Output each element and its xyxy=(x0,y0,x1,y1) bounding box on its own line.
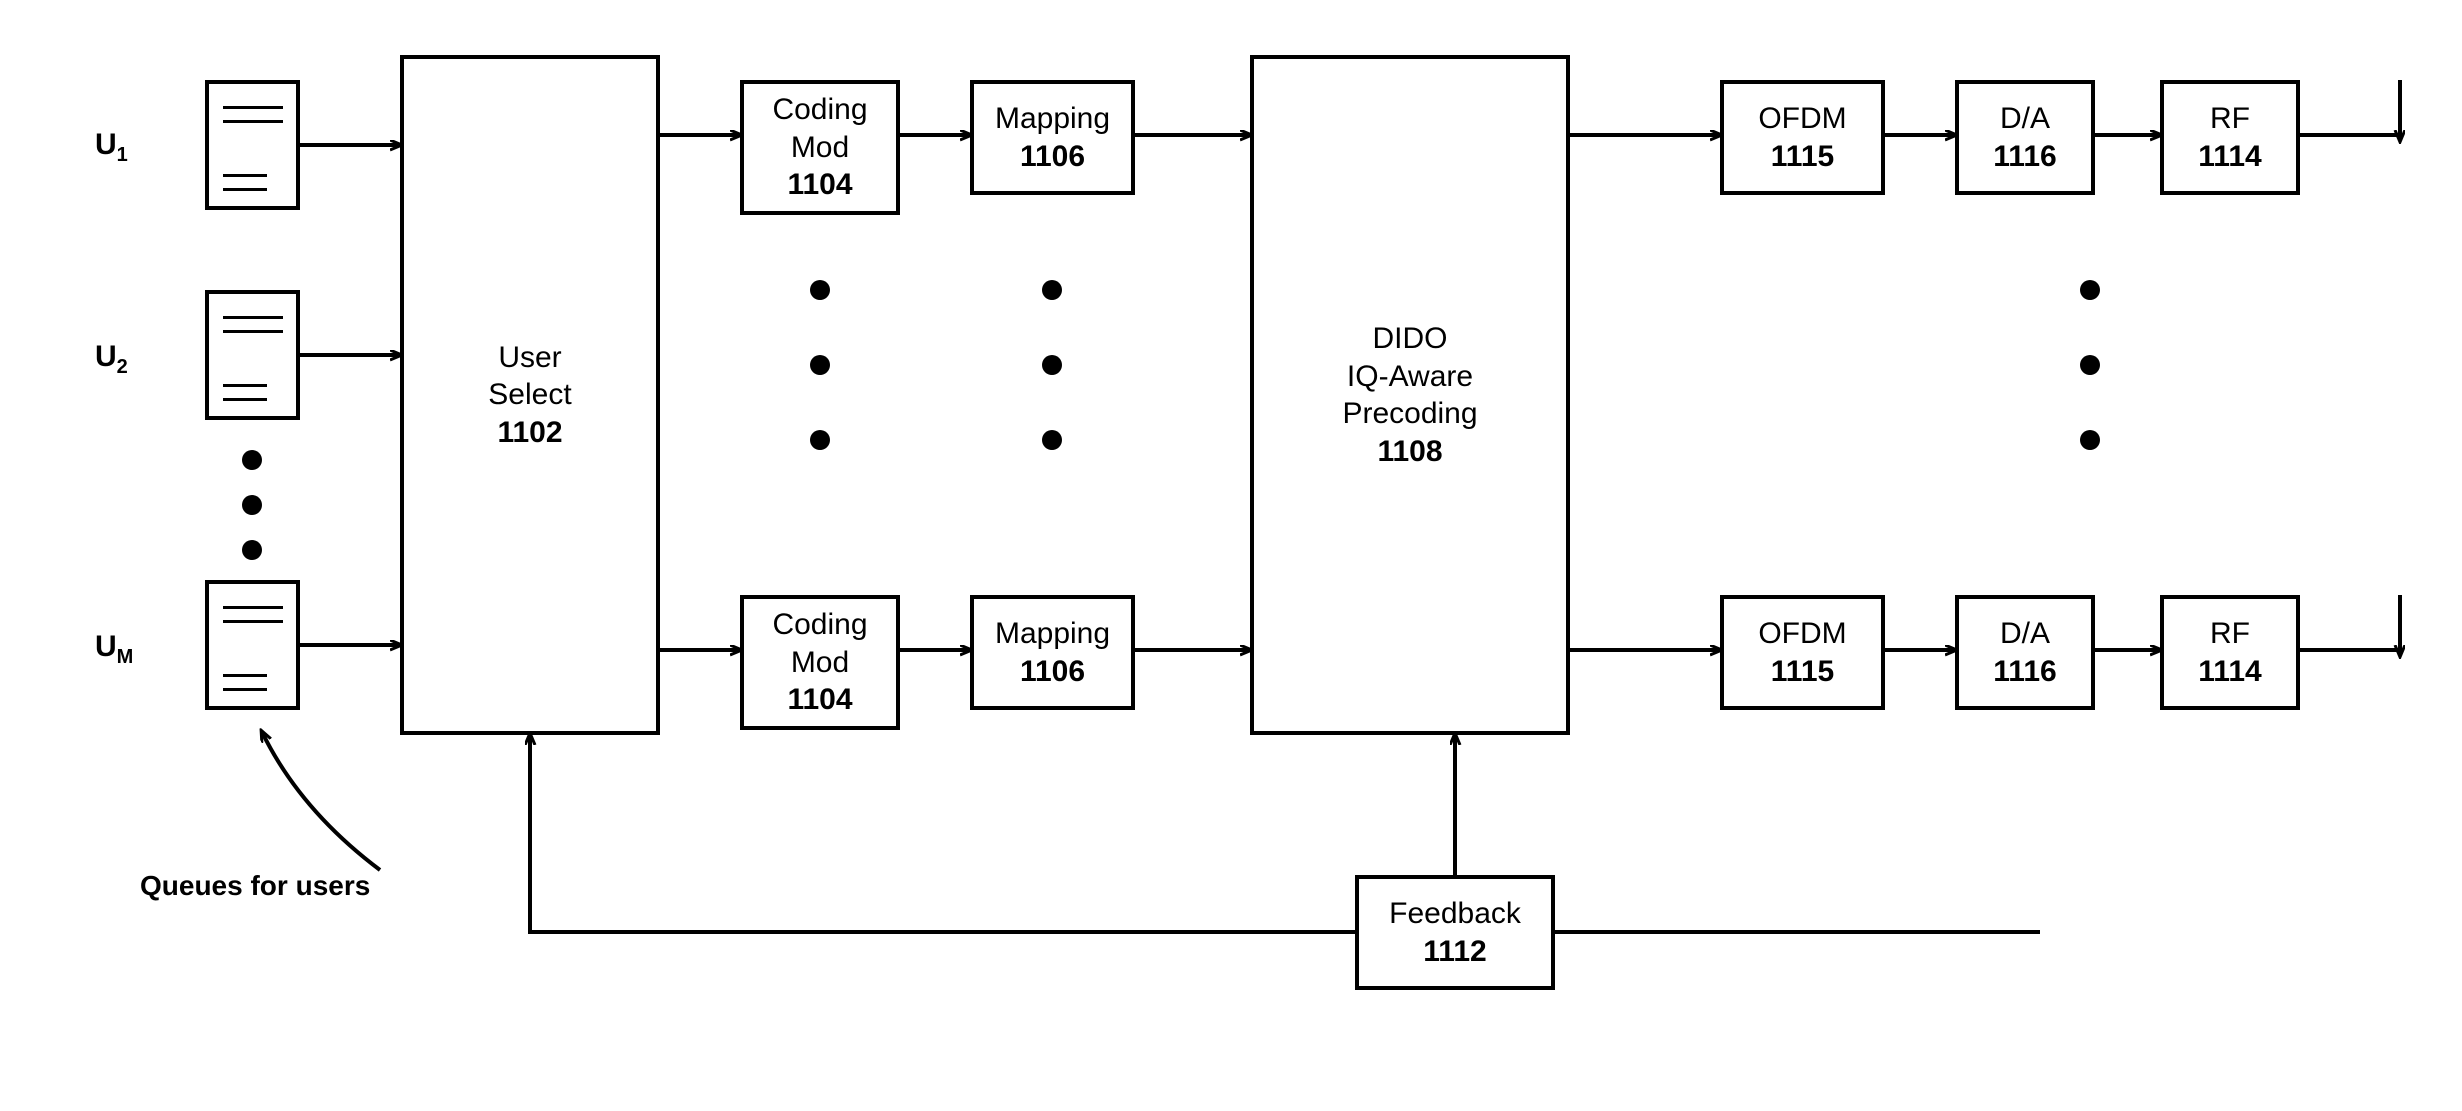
block-title: D/A xyxy=(2000,100,2050,138)
queues-caption: Queues for users xyxy=(140,870,370,902)
block-dido: DIDO IQ-Aware Precoding1108 xyxy=(1250,55,1570,735)
queue-inner-line xyxy=(223,606,283,609)
queue-inner-line xyxy=(223,330,283,333)
ellipsis-dot xyxy=(2080,355,2100,375)
queue-0 xyxy=(205,80,300,210)
block-title: User Select xyxy=(488,339,571,414)
ellipsis-dot xyxy=(810,280,830,300)
queue-inner-line xyxy=(223,174,267,177)
block-mapping_top: Mapping1106 xyxy=(970,80,1135,195)
block-title: Feedback xyxy=(1389,895,1521,933)
queue-inner-line xyxy=(223,106,283,109)
block-title: RF xyxy=(2210,100,2250,138)
connector-path xyxy=(530,735,1355,932)
ellipsis-dot xyxy=(1042,280,1062,300)
ellipsis-dot xyxy=(2080,280,2100,300)
ellipsis-dot xyxy=(2080,430,2100,450)
ellipsis-dot xyxy=(810,430,830,450)
block-number: 1112 xyxy=(1423,933,1486,971)
queue-inner-line xyxy=(223,384,267,387)
user-label-sub: M xyxy=(117,646,134,668)
block-number: 1102 xyxy=(497,414,562,452)
ellipsis-dot xyxy=(242,495,262,515)
block-title: Coding Mod xyxy=(772,91,867,166)
block-number: 1108 xyxy=(1377,433,1442,471)
block-user_select: User Select1102 xyxy=(400,55,660,735)
block-title: Coding Mod xyxy=(772,606,867,681)
block-coding_bot: Coding Mod1104 xyxy=(740,595,900,730)
block-rf_top: RF1114 xyxy=(2160,80,2300,195)
user-label-1: U2 xyxy=(95,340,128,379)
ellipsis-dot xyxy=(1042,355,1062,375)
block-number: 1106 xyxy=(1020,653,1085,691)
block-number: 1114 xyxy=(2198,653,2261,691)
queue-1 xyxy=(205,290,300,420)
block-rf_bot: RF1114 xyxy=(2160,595,2300,710)
block-coding_top: Coding Mod1104 xyxy=(740,80,900,215)
block-ofdm_top: OFDM1115 xyxy=(1720,80,1885,195)
block-mapping_bot: Mapping1106 xyxy=(970,595,1135,710)
ellipsis-dot xyxy=(242,450,262,470)
user-label-sub: 2 xyxy=(117,356,128,378)
block-title: Mapping xyxy=(995,615,1110,653)
block-title: RF xyxy=(2210,615,2250,653)
queue-inner-line xyxy=(223,188,267,191)
block-number: 1104 xyxy=(787,681,852,719)
queue-inner-line xyxy=(223,316,283,319)
block-title: DIDO IQ-Aware Precoding xyxy=(1342,320,1477,433)
queue-inner-line xyxy=(223,688,267,691)
queue-2 xyxy=(205,580,300,710)
queue-inner-line xyxy=(223,398,267,401)
block-title: Mapping xyxy=(995,100,1110,138)
queue-inner-line xyxy=(223,620,283,623)
ellipsis-dot xyxy=(810,355,830,375)
block-title: D/A xyxy=(2000,615,2050,653)
block-feedback: Feedback1112 xyxy=(1355,875,1555,990)
user-label-text: U xyxy=(95,340,117,373)
queue-inner-line xyxy=(223,674,267,677)
user-label-0: U1 xyxy=(95,128,128,167)
block-title: OFDM xyxy=(1758,615,1846,653)
user-label-text: U xyxy=(95,630,117,663)
block-number: 1104 xyxy=(787,166,852,204)
user-label-sub: 1 xyxy=(117,144,128,166)
block-number: 1115 xyxy=(1771,653,1834,691)
block-number: 1114 xyxy=(2198,138,2261,176)
block-number: 1115 xyxy=(1771,138,1834,176)
queue-inner-line xyxy=(223,120,283,123)
user-label-2: UM xyxy=(95,630,133,669)
ellipsis-dot xyxy=(242,540,262,560)
block-da_top: D/A1116 xyxy=(1955,80,2095,195)
ellipsis-dot xyxy=(1042,430,1062,450)
block-number: 1106 xyxy=(1020,138,1085,176)
connector-path xyxy=(262,732,380,870)
block-da_bot: D/A1116 xyxy=(1955,595,2095,710)
user-label-text: U xyxy=(95,128,117,161)
block-ofdm_bot: OFDM1115 xyxy=(1720,595,1885,710)
block-title: OFDM xyxy=(1758,100,1846,138)
block-number: 1116 xyxy=(1993,653,2056,691)
block-number: 1116 xyxy=(1993,138,2056,176)
